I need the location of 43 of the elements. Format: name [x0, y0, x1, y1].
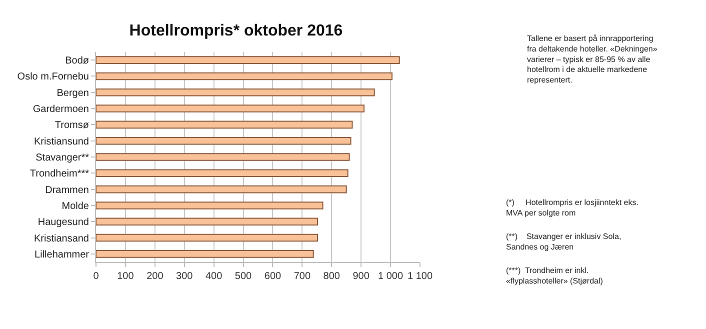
y-tick-label: Gardermoen	[32, 104, 89, 116]
y-tick-label: Drammen	[45, 184, 89, 196]
bar	[96, 72, 393, 80]
y-tick-label: Lillehammer	[34, 249, 90, 260]
bar	[96, 104, 365, 112]
x-tick-label: 1 000	[378, 271, 404, 282]
x-tick-label: 800	[323, 271, 340, 282]
y-tick-label: Tromsø	[54, 120, 89, 132]
bar	[96, 218, 318, 226]
y-tick-label: Trondheim***	[30, 168, 90, 180]
bar	[96, 120, 353, 129]
bar	[96, 169, 348, 178]
bar	[96, 88, 375, 96]
x-tick-label: 300	[176, 271, 194, 282]
y-tick-label: Haugesund	[38, 217, 89, 228]
y-tick-label: Bergen	[56, 88, 89, 99]
x-tick-label: 200	[146, 271, 164, 282]
x-tick-label: 0	[93, 271, 100, 282]
bar	[96, 56, 400, 64]
bar	[96, 202, 324, 210]
text: Tallene er basert på innrapportering fra deltakende hoteller. «Dekningen» varierer – typisk er 85-95 % av alle hotellrom i de aktuelle markedene representert.	[527, 34, 658, 85]
bar	[96, 153, 350, 161]
bar	[96, 185, 347, 194]
bar	[96, 250, 314, 258]
x-tick-label: 100	[117, 271, 134, 282]
y-tick-label: Oslo m.Fornebu	[17, 72, 89, 83]
text: (**) Stavanger er inklusiv Sola, Sandnes og Jæren	[506, 232, 622, 252]
y-tick-label: Molde	[62, 200, 90, 212]
x-tick-label: 900	[352, 271, 370, 282]
x-tick-label: 500	[234, 271, 252, 282]
text: (*) Hotellrompris er losjiinntekt eks. MVA per solgte rom	[506, 198, 638, 218]
x-tick-label: 700	[294, 271, 311, 282]
bar	[96, 136, 352, 145]
chart-title: Hotellrompris* oktober 2016	[129, 22, 343, 40]
x-tick-label: 400	[205, 271, 223, 282]
text: (***) Trondheim er inkl. «flyplasshoteller» (Stjørdal)	[506, 266, 604, 286]
y-tick-label: Stavanger**	[36, 152, 90, 164]
y-tick-label: Bodø	[65, 56, 89, 67]
bar	[96, 234, 318, 242]
x-tick-label: 1 100	[407, 271, 433, 282]
y-tick-label: Kristiansund	[34, 136, 89, 148]
y-tick-label: Kristiansand	[34, 233, 89, 244]
x-tick-label: 600	[264, 271, 282, 282]
